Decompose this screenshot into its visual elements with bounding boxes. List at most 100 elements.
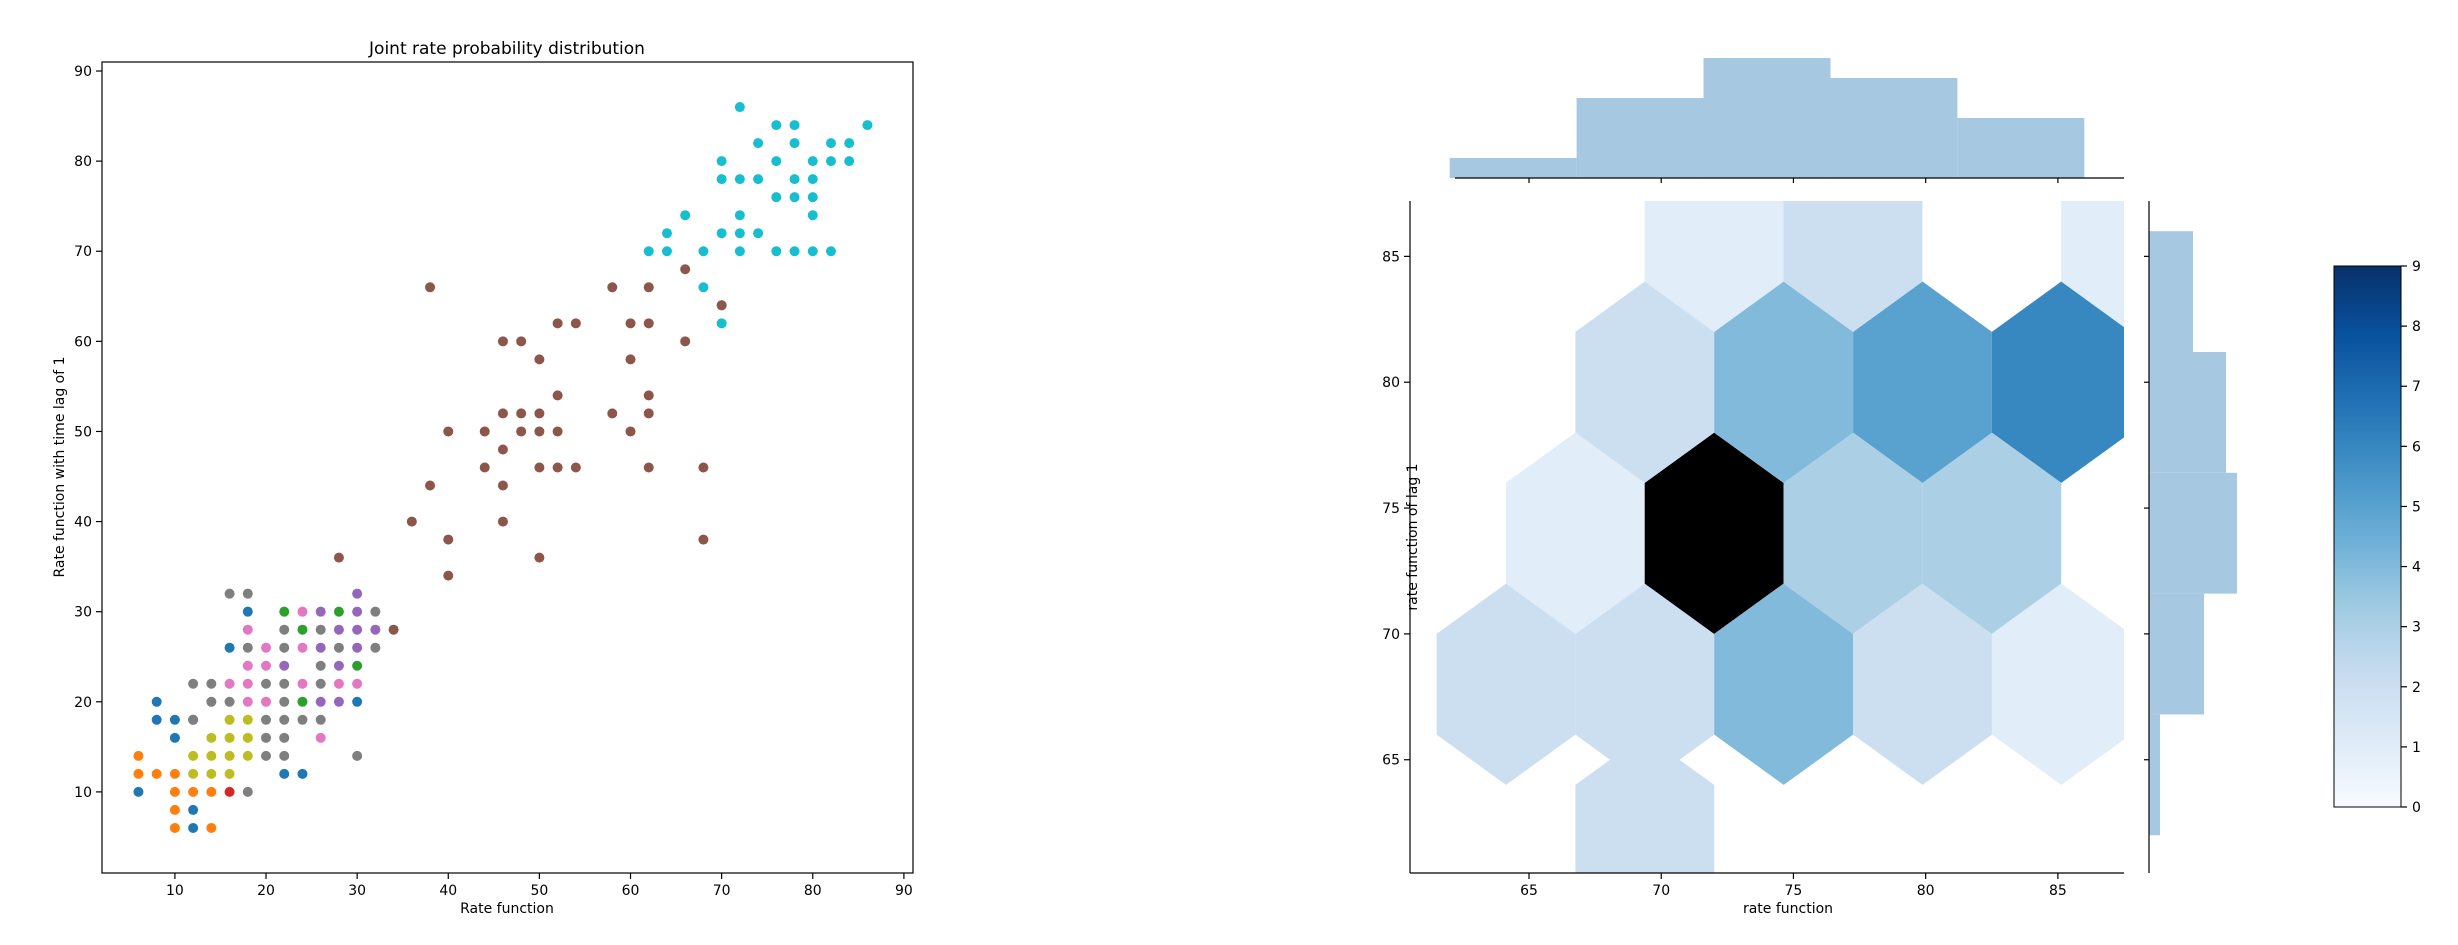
scatter-point	[716, 228, 727, 239]
scatter-point	[297, 696, 308, 707]
scatter-point	[315, 714, 326, 725]
joint-y-tick-label: 75	[1382, 501, 1400, 517]
joint-y-tick-label: 80	[1382, 375, 1400, 391]
scatter-point	[188, 786, 199, 797]
scatter-point	[734, 174, 745, 185]
colorbar-tick-label: 5	[2412, 499, 2421, 515]
scatter-point	[133, 786, 144, 797]
joint-y-axis-ticks: 65 70 75 80 85	[1382, 249, 1410, 769]
scatter-point	[242, 786, 253, 797]
scatter-point	[242, 732, 253, 743]
scatter-point	[643, 390, 654, 401]
scatter-point	[169, 768, 180, 779]
chart-title: Joint rate probability distribution	[368, 39, 645, 59]
scatter-point	[534, 552, 545, 563]
scatter-point	[206, 768, 217, 779]
scatter-point	[516, 426, 527, 437]
y-tick-label: 10	[74, 785, 92, 801]
scatter-point	[224, 714, 235, 725]
scatter-point	[552, 390, 563, 401]
scatter-point	[188, 714, 199, 725]
scatter-point	[242, 678, 253, 689]
scatter-point	[534, 462, 545, 473]
scatter-point	[315, 696, 326, 707]
colorbar-tick-label: 2	[2412, 680, 2421, 696]
hexbin-cell	[1575, 281, 1715, 483]
scatter-point	[242, 714, 253, 725]
scatter-point	[133, 768, 144, 779]
scatter-point	[133, 750, 144, 761]
scatter-point	[388, 624, 399, 635]
scatter-point	[333, 660, 344, 671]
colorbar-tick-label: 0	[2412, 800, 2421, 816]
scatter-point	[242, 588, 253, 599]
scatter-point	[844, 138, 855, 149]
scatter-point	[625, 318, 636, 329]
scatter-point	[261, 750, 272, 761]
x-axis-label: Rate function	[460, 901, 554, 917]
scatter-point	[169, 822, 180, 833]
joint-y-tick-label: 65	[1382, 753, 1400, 769]
scatter-point	[643, 282, 654, 293]
scatter-point	[188, 822, 199, 833]
scatter-point	[333, 642, 344, 653]
scatter-point	[352, 642, 363, 653]
scatter-chart: Joint rate probability distribution 10 20…	[52, 39, 914, 917]
scatter-point	[224, 786, 235, 797]
scatter-point	[625, 426, 636, 437]
scatter-point	[625, 354, 636, 365]
scatter-point	[279, 750, 290, 761]
x-tick-label: 60	[622, 883, 640, 899]
scatter-point	[333, 696, 344, 707]
scatter-point	[352, 624, 363, 635]
scatter-point	[643, 246, 654, 257]
y-tick-label: 90	[74, 64, 92, 80]
joint-y-tick-label: 85	[1382, 249, 1400, 265]
scatter-point	[224, 642, 235, 653]
scatter-point	[497, 408, 508, 419]
joint-x-tick-label: 80	[1917, 883, 1935, 899]
scatter-point	[425, 480, 436, 491]
scatter-point	[188, 768, 199, 779]
hexbin-cell	[1714, 583, 1854, 785]
scatter-point	[224, 678, 235, 689]
joint-x-axis-ticks: 65 70 75 80 85	[1520, 873, 2067, 899]
scatter-point	[297, 714, 308, 725]
scatter-point	[169, 804, 180, 815]
scatter-point	[716, 318, 727, 329]
colorbar-tick-label: 3	[2412, 620, 2421, 636]
scatter-point	[224, 588, 235, 599]
scatter-point	[261, 678, 272, 689]
plot-frame	[101, 61, 914, 874]
scatter-point	[315, 678, 326, 689]
scatter-point	[753, 138, 764, 149]
scatter-point	[297, 624, 308, 635]
scatter-point	[279, 624, 290, 635]
joint-x-tick-label: 85	[2049, 883, 2067, 899]
scatter-point	[279, 714, 290, 725]
scatter-point	[279, 732, 290, 743]
scatter-point	[497, 336, 508, 347]
marginal-y-bar	[2149, 472, 2237, 594]
scatter-point	[206, 732, 217, 743]
scatter-point	[279, 642, 290, 653]
hexbin-cell	[1922, 432, 2062, 634]
scatter-point	[352, 750, 363, 761]
y-tick-label: 30	[74, 605, 92, 621]
marginal-x-histogram	[1449, 58, 2085, 178]
hexbin-cell	[2061, 201, 2124, 328]
scatter-point	[188, 678, 199, 689]
marginal-x-bar	[1576, 98, 1704, 178]
scatter-point	[443, 426, 454, 437]
colorbar-tick-label: 1	[2412, 740, 2421, 756]
scatter-point	[315, 732, 326, 743]
scatter-point	[716, 156, 727, 167]
scatter-point	[716, 174, 727, 185]
scatter-point	[680, 210, 691, 221]
scatter-point	[206, 750, 217, 761]
hexbin-cell	[1783, 432, 1923, 634]
scatter-point	[734, 210, 745, 221]
x-axis-ticks: 10 20 30 40 50 60 70 80 90	[166, 873, 913, 899]
scatter-point	[370, 642, 381, 653]
